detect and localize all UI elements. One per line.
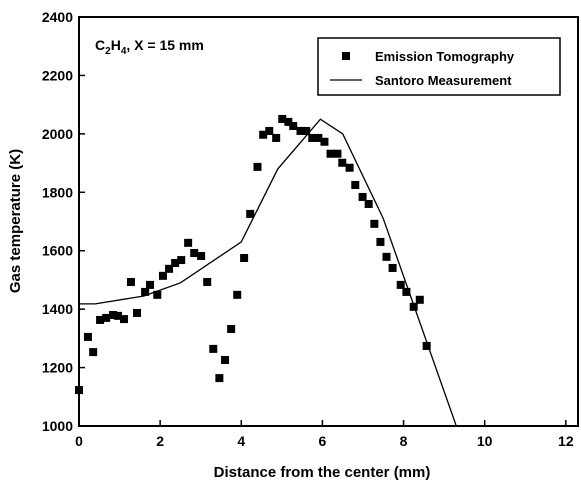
y-tick-label: 1600 bbox=[42, 243, 73, 259]
data-point bbox=[370, 219, 379, 228]
data-point bbox=[351, 180, 360, 189]
data-point bbox=[209, 344, 218, 353]
axes-frame bbox=[78, 16, 579, 427]
data-point bbox=[227, 325, 236, 334]
data-point bbox=[109, 310, 118, 319]
data-point bbox=[259, 130, 268, 139]
x-tick-label: 0 bbox=[75, 433, 83, 449]
data-point bbox=[221, 355, 230, 364]
data-point bbox=[215, 374, 224, 383]
data-point bbox=[265, 126, 274, 135]
data-point bbox=[345, 163, 354, 172]
legend-box bbox=[317, 37, 561, 96]
y-tick-label: 2000 bbox=[42, 126, 73, 142]
data-point bbox=[253, 162, 262, 171]
data-point bbox=[382, 252, 391, 261]
data-point bbox=[165, 264, 174, 273]
data-point bbox=[358, 192, 367, 201]
data-line bbox=[79, 118, 457, 426]
data-point bbox=[190, 249, 199, 258]
x-tick-label: 2 bbox=[156, 433, 164, 449]
data-point bbox=[120, 315, 129, 324]
y-tick-label: 2400 bbox=[42, 9, 73, 25]
data-point bbox=[314, 133, 323, 142]
x-tick-label: 10 bbox=[477, 433, 493, 449]
y-tick-label: 2200 bbox=[42, 67, 73, 83]
data-point bbox=[184, 238, 193, 247]
data-point bbox=[102, 313, 111, 322]
data-point bbox=[83, 332, 92, 341]
data-point bbox=[333, 149, 342, 158]
data-point bbox=[89, 348, 98, 357]
y-tick-label: 1200 bbox=[42, 360, 73, 376]
data-point bbox=[308, 133, 317, 142]
legend-swatch bbox=[342, 52, 350, 60]
data-point bbox=[203, 277, 212, 286]
data-point bbox=[320, 137, 329, 146]
data-point bbox=[296, 126, 305, 135]
data-point bbox=[415, 295, 424, 304]
y-tick-label: 1400 bbox=[42, 301, 73, 317]
annotation: C2H4, X = 15 mm bbox=[95, 37, 204, 57]
data-point bbox=[364, 199, 373, 208]
data-point bbox=[272, 133, 281, 142]
legend-label: Emission Tomography bbox=[375, 49, 515, 64]
data-point bbox=[284, 117, 293, 126]
data-point bbox=[396, 280, 405, 289]
data-point bbox=[133, 308, 142, 317]
data-point bbox=[233, 290, 242, 299]
data-point bbox=[246, 209, 255, 218]
y-axis-title: Gas temperature (K) bbox=[7, 149, 24, 293]
data-point bbox=[326, 149, 335, 158]
data-point bbox=[376, 237, 385, 246]
data-point bbox=[338, 158, 347, 167]
data-point bbox=[197, 251, 206, 260]
data-point bbox=[422, 341, 431, 350]
x-tick-label: 4 bbox=[237, 433, 245, 449]
x-axis-title: Distance from the center (mm) bbox=[214, 464, 431, 481]
x-tick-label: 8 bbox=[400, 433, 408, 449]
plot-area bbox=[75, 114, 457, 426]
data-point bbox=[289, 121, 298, 130]
x-tick-label: 6 bbox=[319, 433, 327, 449]
data-point bbox=[113, 311, 122, 320]
data-point bbox=[145, 280, 154, 289]
legend-label: Santoro Measurement bbox=[375, 73, 512, 88]
data-point bbox=[126, 277, 135, 286]
data-point bbox=[177, 256, 186, 265]
data-point bbox=[278, 114, 287, 123]
data-point bbox=[153, 290, 162, 299]
y-tick-label: 1800 bbox=[42, 184, 73, 200]
data-point bbox=[240, 254, 249, 263]
data-point bbox=[141, 287, 150, 296]
data-point bbox=[402, 287, 411, 296]
data-point bbox=[171, 258, 180, 267]
data-point bbox=[158, 271, 167, 280]
data-point bbox=[96, 315, 105, 324]
x-tick-label: 12 bbox=[558, 433, 574, 449]
y-tick-label: 1000 bbox=[42, 418, 73, 434]
data-point bbox=[388, 263, 397, 272]
data-point bbox=[302, 126, 311, 135]
